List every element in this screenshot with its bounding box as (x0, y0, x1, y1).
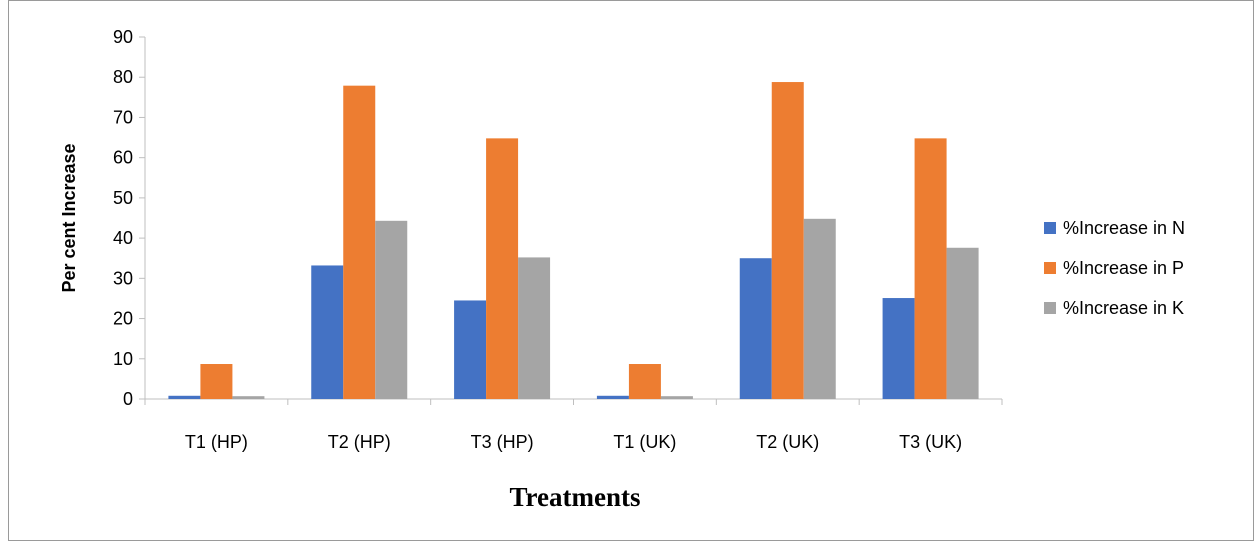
y-tick-label: 50 (113, 188, 133, 208)
legend-swatch (1044, 262, 1056, 274)
x-tick-label: T3 (HP) (471, 432, 534, 452)
bar-increase-in-n-4 (739, 258, 772, 399)
x-axis: T1 (HP) T2 (HP) T3 (HP) T1 (UK) T2 (UK) T3 (U… (144, 398, 1003, 452)
bars (168, 82, 979, 400)
x-tick-label: T1 (UK) (613, 432, 676, 452)
x-tick-label: T1 (HP) (185, 432, 248, 452)
x-tick-label: T3 (UK) (899, 432, 962, 452)
bar-increase-in-p-1 (343, 85, 376, 400)
y-tick-label: 30 (113, 268, 133, 288)
bar-increase-in-p-4 (771, 82, 804, 399)
y-tick-label: 80 (113, 67, 133, 87)
bar-increase-in-p-5 (914, 138, 947, 400)
legend-label: %Increase in P (1063, 258, 1184, 278)
bar-increase-in-k-3 (660, 396, 693, 399)
bar-increase-in-n-1 (311, 265, 344, 399)
y-tick-label: 10 (113, 349, 133, 369)
legend-swatch (1044, 222, 1056, 234)
bar-increase-in-k-0 (232, 396, 265, 399)
y-tick-label: 20 (113, 309, 133, 329)
legend-swatch (1044, 302, 1056, 314)
y-axis: 0 10 20 30 40 50 60 70 80 90 (113, 27, 146, 409)
x-axis-label: Treatments (510, 482, 641, 512)
y-axis-label: Per cent Increase (59, 143, 79, 292)
y-tick-label: 0 (123, 389, 133, 409)
legend-label: %Increase in K (1063, 298, 1184, 318)
legend: %Increase in N %Increase in P %Increase in… (1044, 218, 1185, 318)
bar-increase-in-k-5 (946, 247, 979, 399)
bar-increase-in-n-2 (454, 300, 487, 399)
bar-increase-in-p-3 (628, 364, 661, 399)
bar-increase-in-p-2 (486, 138, 519, 400)
bar-increase-in-n-5 (882, 298, 915, 399)
chart-frame: 0 10 20 30 40 50 60 70 80 90 T1 (HP) T2 (HP) T3 (HP… (8, 0, 1254, 541)
bar-increase-in-k-4 (803, 218, 836, 399)
y-tick-label: 60 (113, 148, 133, 168)
bar-increase-in-n-0 (168, 395, 201, 399)
bar-increase-in-p-0 (200, 364, 233, 399)
y-tick-label: 70 (113, 107, 133, 127)
legend-label: %Increase in N (1063, 218, 1185, 238)
bar-chart: 0 10 20 30 40 50 60 70 80 90 T1 (HP) T2 (HP) T3 (HP… (59, 27, 1185, 512)
x-tick-label: T2 (HP) (328, 432, 391, 452)
bar-increase-in-n-3 (596, 395, 629, 399)
bar-increase-in-k-1 (375, 220, 408, 399)
bar-increase-in-k-2 (518, 257, 551, 399)
y-tick-label: 90 (113, 27, 133, 47)
y-tick-label: 40 (113, 228, 133, 248)
x-tick-label: T2 (UK) (756, 432, 819, 452)
